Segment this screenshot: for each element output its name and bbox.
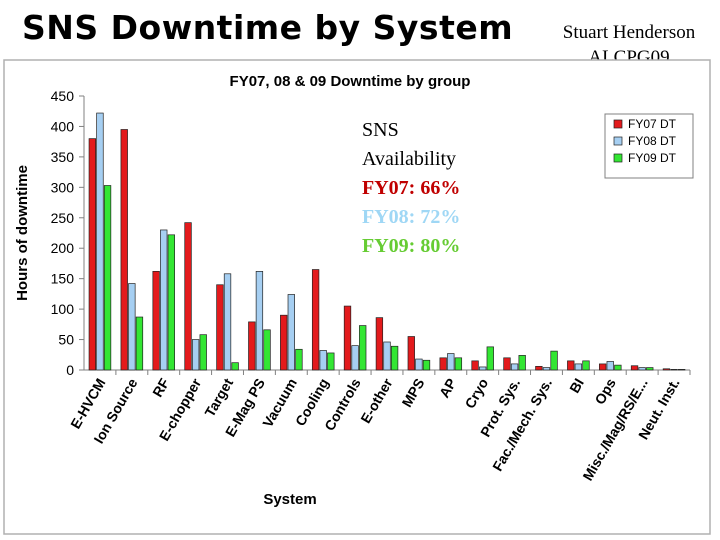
y-tick-label: 250 [51,210,75,226]
legend-swatch [613,136,623,146]
bar-fy08 [223,273,232,371]
bar-fy08 [191,339,200,371]
y-tick-label: 150 [51,271,75,287]
y-axis-label: Hours of downtime [14,165,31,301]
bar-fy09 [167,234,175,371]
bar-fy08 [510,363,519,371]
bar-fy08 [415,358,423,371]
bar-fy09 [454,357,463,371]
y-tick-label: 350 [51,149,75,165]
availability-fy08: FY08: 72% [362,206,461,228]
bar-fy07 [120,129,128,371]
bar-fy09 [390,345,399,371]
bar-fy08 [128,283,136,371]
bar-fy07 [375,317,384,371]
bar-fy09 [263,329,271,371]
author-name: Stuart Henderson [562,22,696,43]
availability-box [356,163,514,255]
downtime-chart: FY07, 08 & 09 Downtime by group 0 50 100 150… [3,59,711,535]
bar-fy07 [535,365,543,371]
bar-fy08 [383,341,391,371]
chart-title: FY07, 08 & 09 Downtime by group [230,73,471,90]
bar-fy09 [486,346,494,371]
bar-fy07 [184,222,192,371]
bar-fy09 [327,352,335,371]
bar-fy08 [542,367,551,371]
bar-fy08 [670,369,678,371]
bar-fy07 [471,360,479,371]
availability-heading-2: Availability [362,148,457,170]
availability-heading-1: SNS [362,119,399,141]
bar-fy07 [152,271,160,371]
bar-fy07 [343,305,352,371]
x-axis-label: System [263,491,316,508]
bar-fy08 [351,345,359,371]
bar-fy09 [550,350,558,371]
bar-fy07 [248,321,256,371]
bar-fy09 [231,362,239,371]
bar-fy09 [678,369,686,371]
bar-fy08 [96,112,104,371]
bar-fy09 [359,325,367,371]
bar-fy08 [638,367,646,371]
y-tick-label: 400 [51,118,75,134]
bar-fy08 [160,229,168,371]
bar-fy08 [606,361,614,371]
bar-fy07 [88,138,96,371]
chart-frame: FY07, 08 & 09 Downtime by group 0 50 100 150… [0,56,720,540]
bar-fy08 [479,366,487,371]
y-tick-label: 200 [51,240,75,256]
y-tick-label: 300 [51,179,75,195]
bar-fy07 [503,357,511,371]
legend-label: FY08 DT [628,134,677,148]
y-tick-label: 450 [51,88,75,104]
bar-fy07 [280,314,288,371]
legend-label: FY07 DT [628,117,677,131]
availability-fy07: FY07: 66% [362,177,461,199]
bar-fy07 [630,365,639,371]
bar-fy09 [422,359,431,371]
slide-title: SNS Downtime by System [22,8,514,47]
bar-fy07 [599,363,607,371]
bar-fy09 [518,355,526,371]
bar-fy09 [135,316,144,371]
bar-fy08 [447,353,455,371]
availability-fy09: FY09: 80% [362,235,461,257]
y-tick-label: 0 [66,362,74,378]
y-tick-label: 100 [51,301,75,317]
bar-fy09 [103,185,112,371]
bar-fy08 [574,363,583,371]
bar-fy08 [287,294,295,371]
bar-fy09 [582,360,590,371]
bar-fy07 [407,336,415,371]
y-tick-label: 50 [58,332,74,348]
legend-swatch [613,119,623,129]
bar-fy09 [614,364,622,371]
bar-fy09 [199,334,207,371]
bar-fy07 [439,357,447,371]
bar-fy08 [255,271,264,371]
x-tick-label: BI [566,376,587,396]
bar-fy07 [662,368,671,371]
availability-text: SNS Availability FY07: 66% FY08: 72% FY0… [362,116,460,261]
bar-fy07 [311,269,320,371]
bar-fy09 [646,367,654,371]
bar-fy09 [295,348,303,371]
bar-fy07 [216,284,224,371]
legend-label: FY09 DT [628,151,677,165]
bar-fy08 [319,350,327,371]
legend-swatch [613,153,623,163]
bar-fy07 [567,360,575,371]
